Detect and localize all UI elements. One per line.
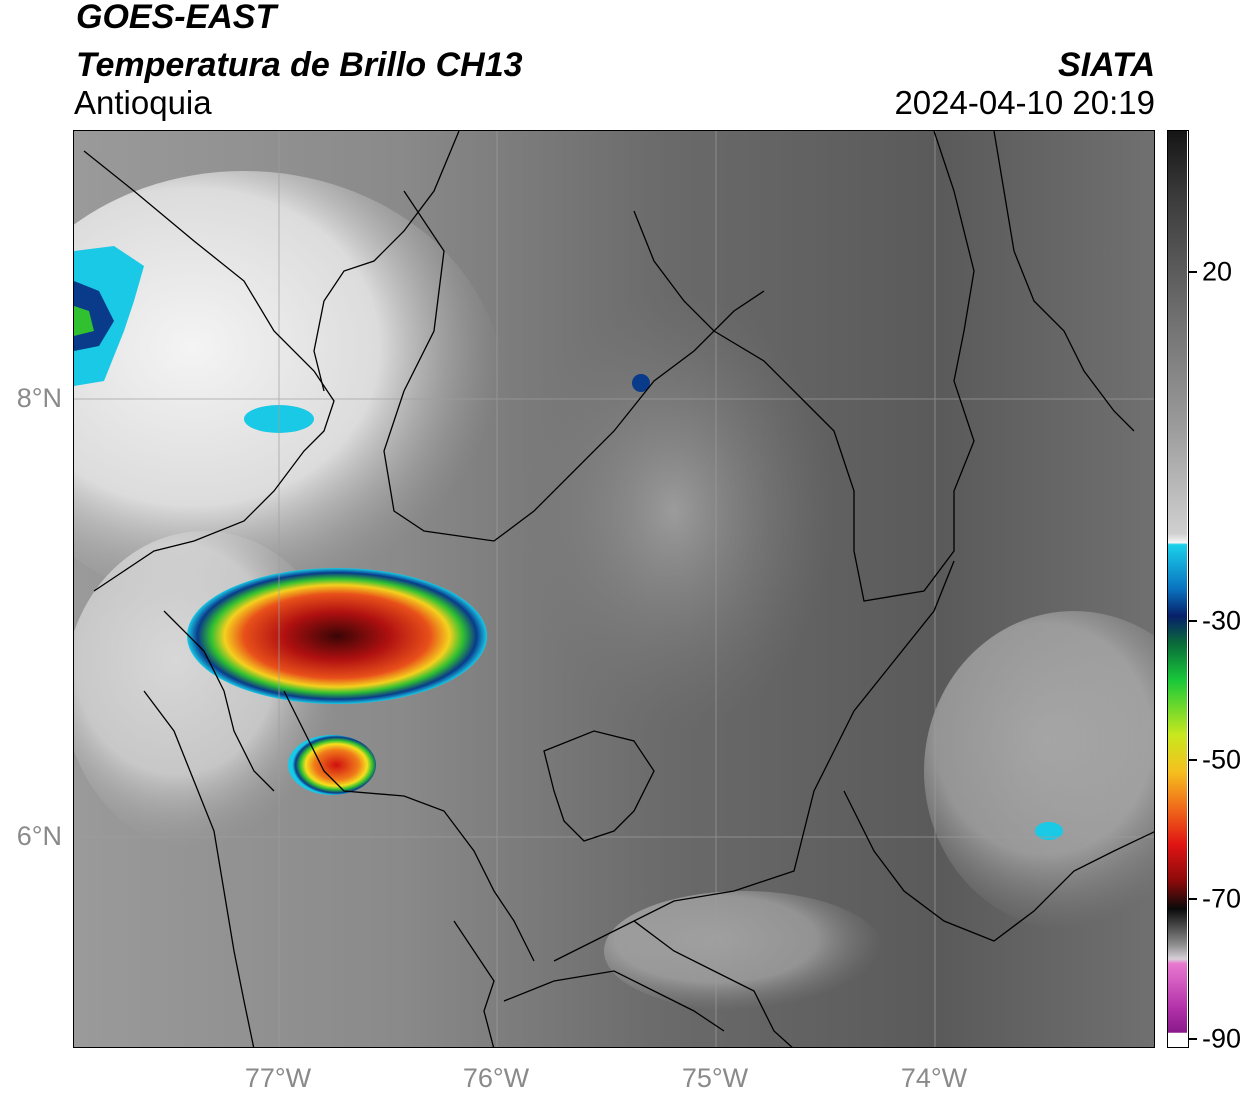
colorbar-label-minus30: -30 [1202, 605, 1242, 636]
borders [83, 131, 1154, 1047]
colorbar-label-minus50: -50 [1202, 744, 1242, 775]
cold-top-small-2 [632, 374, 650, 392]
datetime-label: 2024-04-10 20:19 [894, 84, 1155, 121]
lon-label-75w: 75°W [681, 1063, 749, 1093]
colorbar-label-minus70: -70 [1202, 883, 1242, 914]
satellite-map[interactable] [73, 130, 1155, 1048]
convective-cell-main [187, 568, 487, 704]
lat-label-6n: 6°N [16, 821, 62, 851]
colorbar-tick [1189, 620, 1197, 622]
map-canvas [74, 131, 1154, 1047]
source-label: SIATA [1058, 46, 1155, 84]
colorbar-tick [1189, 759, 1197, 761]
title-product: Temperatura de Brillo CH13 [76, 46, 523, 84]
cloud-east [924, 611, 1154, 931]
colorbar-label-20: 20 [1202, 256, 1233, 287]
colorbar-label-minus90: -90 [1202, 1023, 1242, 1054]
cloud-nw [74, 171, 504, 611]
colorbar-gradient [1168, 131, 1187, 1046]
colorbar-tick [1189, 271, 1197, 273]
title-satellite: GOES-EAST [76, 0, 277, 36]
lon-label-77w: 77°W [244, 1063, 312, 1093]
convective-cell-south [288, 735, 376, 795]
lon-label-74w: 74°W [900, 1063, 968, 1093]
cloud-valley [514, 291, 834, 731]
cloud-south [604, 891, 884, 1011]
lat-label-8n: 8°N [16, 383, 62, 413]
region-label: Antioquia [74, 84, 212, 121]
colorbar-tick [1189, 898, 1197, 900]
lon-label-76w: 76°W [462, 1063, 530, 1093]
colorbar-tick [1189, 1038, 1197, 1040]
cold-top-nw-green [74, 306, 94, 336]
cold-top-small-3 [1035, 822, 1063, 840]
colorbar [1167, 130, 1189, 1048]
